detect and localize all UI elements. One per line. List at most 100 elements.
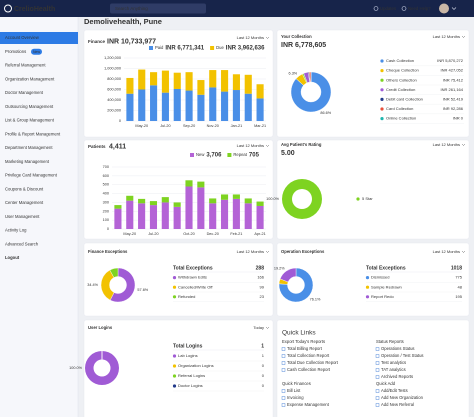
- quick-link[interactable]: Invoicing: [287, 395, 304, 400]
- quick-link[interactable]: Archived Reports: [381, 374, 413, 379]
- legend-name: Refunded: [178, 294, 195, 299]
- legend-name: Organization Logins: [178, 363, 214, 368]
- bar: [150, 72, 158, 86]
- quick-link[interactable]: Total Collection Report: [287, 353, 330, 358]
- quick-link[interactable]: Expense Management: [287, 402, 330, 407]
- quick-link[interactable]: Bill List: [287, 388, 301, 393]
- link-icon: [281, 403, 286, 407]
- quick-link[interactable]: Add/Edit Tests: [381, 388, 408, 393]
- bar: [256, 98, 264, 121]
- sidebar-item[interactable]: Profile & Report Management: [5, 131, 61, 136]
- legend-name: Due: [216, 45, 224, 50]
- donut-slice: [282, 179, 322, 219]
- sidebar-item[interactable]: Promotions: [5, 49, 26, 54]
- period-dropdown[interactable]: Last 12 Months: [237, 143, 264, 148]
- bar: [256, 205, 264, 229]
- card: [83, 242, 274, 317]
- sidebar-item[interactable]: Account Overview: [5, 35, 40, 40]
- bar: [161, 197, 169, 203]
- sidebar-item[interactable]: Department Management: [5, 145, 53, 150]
- period-dropdown[interactable]: Last 12 Months: [237, 35, 264, 40]
- legend-dot: [172, 364, 177, 368]
- sidebar-item[interactable]: Privilege Card Management: [5, 173, 58, 178]
- legend-value: INR 75,412: [443, 77, 464, 82]
- quick-link[interactable]: Operations Status: [381, 346, 415, 351]
- avatar-caret: [451, 7, 457, 10]
- legend-name: Others Collection: [386, 77, 417, 82]
- legend-name: Cash Collection: [386, 58, 414, 63]
- legend-value: 0: [262, 373, 265, 378]
- sidebar-item[interactable]: Marketing Management: [5, 159, 50, 164]
- sidebar-item[interactable]: Coupons & Discount: [5, 186, 44, 191]
- link-group-title: Status Reports: [376, 339, 404, 344]
- badge-text: New: [33, 50, 40, 54]
- quick-link[interactable]: Cash Collection Report: [287, 367, 331, 372]
- link-icon: [281, 368, 286, 372]
- bar: [209, 198, 217, 204]
- legend-dot: [380, 88, 384, 92]
- donut-label: 76.1%: [310, 298, 321, 302]
- sidebar-item[interactable]: Logout: [5, 255, 20, 260]
- sidebar-item[interactable]: Outsourcing Management: [5, 104, 54, 109]
- legend-dot: [365, 285, 370, 289]
- search-box[interactable]: [110, 3, 206, 14]
- link-group-title: Quick Add: [376, 381, 396, 386]
- period-dropdown[interactable]: Last 12 Months: [433, 34, 460, 39]
- bar: [185, 180, 193, 187]
- link-icon: [281, 396, 286, 400]
- sidebar-item[interactable]: Referral Management: [5, 63, 46, 68]
- topbar-link[interactable]: Need Help?: [408, 6, 431, 11]
- legend-name: Sample Redrawn: [371, 284, 402, 289]
- sidebar-item[interactable]: Activity Log: [5, 228, 27, 233]
- donut-slice: [109, 267, 119, 278]
- bar: [209, 203, 217, 229]
- top-bar: [0, 0, 474, 17]
- quick-link[interactable]: Total Billing Report: [287, 346, 323, 351]
- donut-label: 34.4%: [87, 283, 98, 287]
- x-tick-label: Apr-21: [254, 232, 265, 236]
- sidebar-item[interactable]: User Management: [5, 214, 40, 219]
- sidebar-item[interactable]: Doctor Management: [5, 90, 44, 95]
- period-dropdown[interactable]: Last 12 Months: [433, 249, 460, 254]
- sidebar-item[interactable]: Advanced Search: [5, 241, 39, 246]
- y-tick-label: 1,200,000: [104, 56, 121, 60]
- legend-name: Dismissed: [371, 275, 389, 280]
- bar: [256, 201, 264, 206]
- bar: [161, 202, 169, 229]
- quick-link[interactable]: Operation / Test Status: [381, 353, 424, 358]
- avatar[interactable]: [439, 3, 449, 14]
- period-dropdown[interactable]: Last 12 Months: [237, 249, 264, 254]
- legend-name: Doctor Logins: [178, 383, 203, 388]
- quick-link[interactable]: Add New Organization: [381, 395, 424, 400]
- legend-swatch: [149, 46, 153, 50]
- legend-value: INR 5,870,272: [437, 58, 464, 63]
- bar: [138, 89, 146, 121]
- y-tick-label: 200: [103, 209, 109, 213]
- link-icon: [375, 361, 380, 365]
- bar: [244, 198, 252, 204]
- sidebar-item[interactable]: List & Group Management: [5, 118, 55, 123]
- donut-label: 19.2%: [274, 267, 285, 271]
- legend-swatch: [210, 46, 215, 50]
- quick-link[interactable]: TAT analytics: [381, 367, 406, 372]
- sidebar-item[interactable]: Center Management: [5, 200, 44, 205]
- quick-link[interactable]: Total Due Collection Report: [287, 360, 339, 365]
- topbar-link[interactable]: Updates: [380, 6, 396, 11]
- link-group-title: Quick Finances: [282, 381, 311, 386]
- quick-link[interactable]: Add New Referral: [381, 402, 414, 407]
- period-dropdown[interactable]: Last 12 Months: [433, 142, 460, 147]
- period-dropdown[interactable]: Today: [253, 325, 264, 330]
- sidebar-item[interactable]: Organization Management: [5, 76, 55, 81]
- link-icon: [281, 347, 286, 351]
- link-icon: [375, 403, 380, 407]
- card-title: Patients: [88, 144, 106, 149]
- x-tick-label: May-20: [123, 232, 136, 236]
- x-tick-label: May-20: [135, 124, 148, 128]
- quick-link[interactable]: Test analytics: [381, 360, 406, 365]
- dropdown-caret: [265, 250, 270, 253]
- y-tick-label: 1,000,000: [104, 67, 121, 71]
- legend-dot: [380, 78, 384, 82]
- legend-dot: [172, 384, 177, 388]
- badge: [31, 48, 42, 55]
- link-icon: [375, 389, 380, 393]
